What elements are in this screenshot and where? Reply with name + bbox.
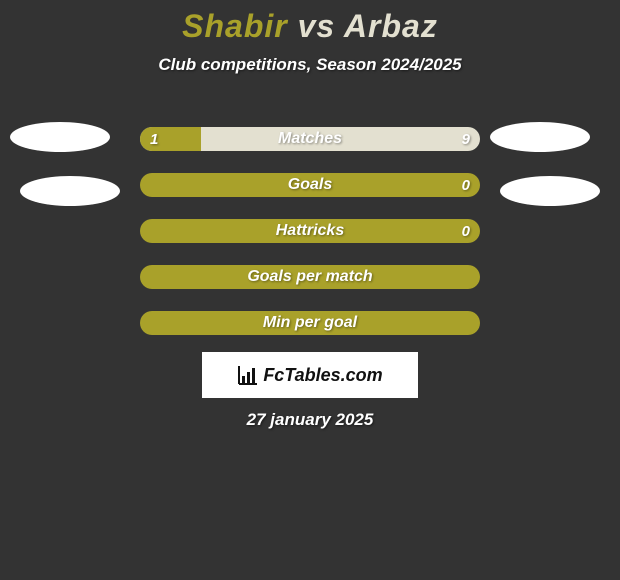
player1-name: Shabir — [182, 8, 288, 44]
stat-label: Min per goal — [140, 311, 480, 335]
stat-row: Matches1 9 — [140, 127, 480, 151]
fctables-logo[interactable]: FcTables.com — [202, 352, 418, 398]
stat-value-right: 9 — [462, 127, 470, 151]
stat-row: Goals per match — [140, 265, 480, 289]
stat-label: Matches — [140, 127, 480, 151]
player2-name: Arbaz — [344, 8, 438, 44]
stat-label: Goals — [140, 173, 480, 197]
season-subtitle: Club competitions, Season 2024/2025 — [0, 55, 620, 75]
stat-row: Min per goal — [140, 311, 480, 335]
stat-value-right: 0 — [462, 173, 470, 197]
stat-label: Hattricks — [140, 219, 480, 243]
player1-avatar-top — [10, 122, 110, 152]
player2-avatar-bottom — [500, 176, 600, 206]
stat-row: Goals0 — [140, 173, 480, 197]
stat-value-left: 1 — [150, 127, 158, 151]
bar-chart-icon — [237, 364, 259, 386]
stat-value-right: 0 — [462, 219, 470, 243]
comparison-title: Shabir vs Arbaz — [0, 0, 620, 45]
stat-label: Goals per match — [140, 265, 480, 289]
vs-text: vs — [298, 8, 336, 44]
stat-row: Hattricks0 — [140, 219, 480, 243]
player2-avatar-top — [490, 122, 590, 152]
snapshot-date: 27 january 2025 — [0, 410, 620, 430]
logo-text: FcTables.com — [263, 365, 382, 386]
stats-chart: Matches19Goals0Hattricks0Goals per match… — [140, 127, 480, 357]
player1-avatar-bottom — [20, 176, 120, 206]
